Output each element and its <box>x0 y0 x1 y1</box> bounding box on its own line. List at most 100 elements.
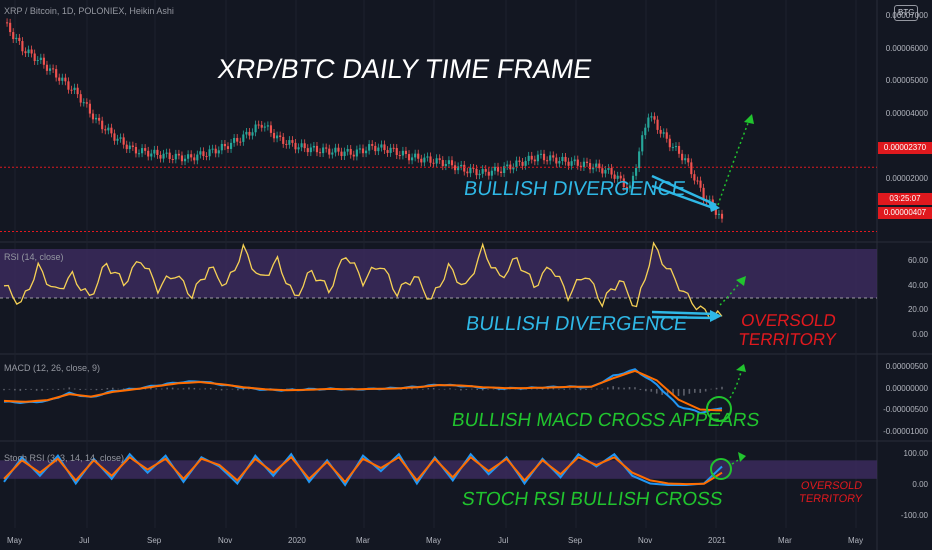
main-title: XRP/BTC DAILY TIME FRAME <box>215 54 594 84</box>
axis-tick-label: 0.00 <box>912 329 928 339</box>
candle-body <box>239 141 242 143</box>
candle-body <box>720 213 724 219</box>
macd-cross-label: BULLISH MACD CROSS APPEARS <box>450 410 761 431</box>
candle-body <box>141 148 144 154</box>
macd-histogram-bar <box>41 388 43 391</box>
candle-body <box>638 151 641 169</box>
candle-body <box>193 157 196 161</box>
macd-histogram-bar <box>650 388 653 392</box>
divergence-arrow <box>651 174 717 207</box>
candle-body <box>392 147 395 149</box>
candle-body <box>318 152 322 154</box>
candle-body <box>383 144 386 151</box>
macd-histogram-bar <box>84 388 87 390</box>
candle-body <box>401 150 404 156</box>
candle-body <box>315 145 319 153</box>
candle-body <box>414 153 417 158</box>
rsi-band <box>0 249 877 298</box>
candle-body <box>549 155 552 161</box>
oversold-rsi-line2: TERRITORY <box>737 330 838 349</box>
month-label: Sep <box>568 536 583 545</box>
candle-body <box>487 171 490 176</box>
projection-arrowhead <box>744 114 754 124</box>
macd-histogram-bar <box>416 388 419 390</box>
month-label: Nov <box>218 536 233 545</box>
candle-body <box>364 150 368 154</box>
stoch-cross-label: STOCH RSI BULLISH CROSS <box>460 489 724 510</box>
macd-histogram-bar <box>558 388 560 390</box>
macd-histogram-bar <box>568 388 571 390</box>
macd-histogram-bar <box>721 386 723 390</box>
price-divergence-label: BULLISH DIVERGENCE <box>462 178 687 200</box>
candle-body <box>55 69 58 78</box>
macd-histogram-bar <box>150 387 152 390</box>
candle-body <box>527 155 530 161</box>
candle-body <box>61 77 64 81</box>
stoch-projection-arrowhead <box>738 452 746 462</box>
candle-body <box>460 164 463 167</box>
level-tag-upper: 0.00002370 <box>878 142 932 154</box>
macd-histogram-bar <box>422 388 424 390</box>
candle-body <box>337 147 340 152</box>
macd-projection-arrow <box>729 367 743 399</box>
macd-histogram-bar <box>476 388 479 390</box>
candle-body <box>665 132 668 139</box>
candle-body <box>134 146 138 154</box>
macd-histogram-bar <box>677 388 680 397</box>
candle-body <box>30 49 33 54</box>
candle-body <box>570 161 573 166</box>
candle-body <box>116 138 119 141</box>
currency-badge[interactable]: BTC <box>894 5 918 21</box>
candle-body <box>180 155 184 162</box>
candle-body <box>254 124 257 133</box>
candle-body <box>159 154 162 159</box>
candle-body <box>423 157 426 163</box>
candle-body <box>352 154 355 157</box>
candle-body <box>276 135 279 139</box>
rsi-projection-arrowhead <box>736 276 746 286</box>
candle-body <box>199 151 202 155</box>
axis-tick-label: 0.00005000 <box>885 76 928 86</box>
candle-body <box>294 142 297 150</box>
candle-body <box>156 149 159 155</box>
candle-body <box>297 147 300 150</box>
candle-body <box>15 37 18 40</box>
candle-body <box>478 173 481 176</box>
macd-histogram-bar <box>634 387 636 390</box>
candle-body <box>463 164 466 172</box>
candle-body <box>122 137 125 145</box>
axis-tick-label: 0.00000000 <box>885 383 928 393</box>
candle-body <box>21 41 24 52</box>
macd-histogram-bar <box>699 388 702 393</box>
macd-histogram-bar <box>215 388 217 390</box>
candle-body <box>407 154 411 161</box>
macd-histogram-bar <box>73 388 76 390</box>
candle-body <box>220 143 223 151</box>
candle-body <box>650 116 653 118</box>
symbol-title: XRP / Bitcoin, 1D, POLONIEX, Heikin Ashi <box>4 6 174 16</box>
macd-histogram-bar <box>193 387 196 390</box>
level-tag-lower: 0.00000407 <box>878 207 932 219</box>
candle-body <box>196 154 199 161</box>
candle-body <box>190 154 193 158</box>
candle-body <box>64 77 67 82</box>
candle-body <box>248 131 251 136</box>
candle-body <box>174 153 177 160</box>
candle-body <box>162 153 165 159</box>
candle-body <box>573 159 576 162</box>
axis-tick-label: -0.00001000 <box>883 426 928 436</box>
candle-body <box>229 142 233 149</box>
candle-body <box>223 143 226 147</box>
macd-histogram-bar <box>563 388 566 390</box>
candle-body <box>328 148 331 155</box>
candle-body <box>677 146 681 154</box>
axis-tick-label: 20.00 <box>907 305 928 315</box>
candle-body <box>380 144 383 148</box>
macd-histogram-bar <box>683 388 685 396</box>
candle-body <box>435 158 438 164</box>
candle-body <box>690 162 693 175</box>
candle-body <box>331 152 334 155</box>
candle-body <box>496 166 500 172</box>
candle-body <box>610 168 613 175</box>
macd-histogram-bar <box>628 386 631 390</box>
